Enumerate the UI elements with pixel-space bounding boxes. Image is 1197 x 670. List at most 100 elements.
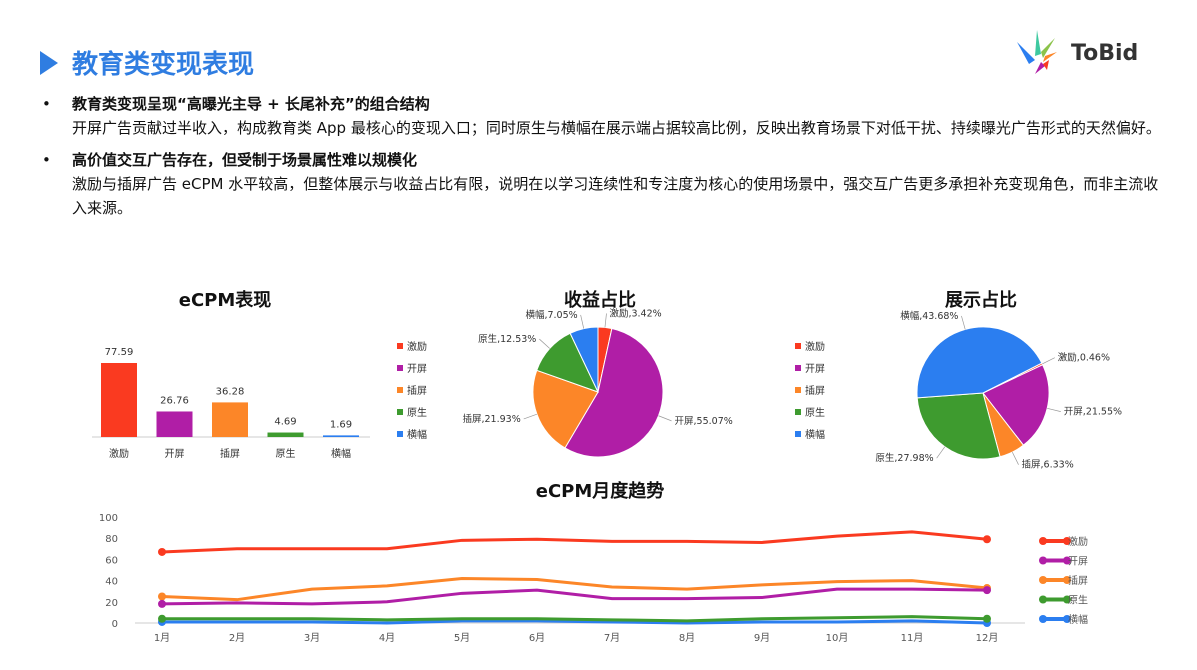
pie-slice-2 [532, 369, 599, 449]
legend-marker [1063, 556, 1071, 565]
x-tick-label: 8月 [679, 632, 695, 644]
line-marker [158, 614, 166, 623]
legend-label: 激励 [407, 340, 427, 353]
pie-slice-1 [564, 327, 664, 458]
bar-data-label: 26.76 [160, 395, 189, 406]
line-marker [983, 586, 991, 595]
pie-data-label: 插屏,21.93% [462, 413, 520, 425]
triangle-icon [40, 50, 58, 75]
pie-data-label: 原生,27.98% [875, 452, 933, 464]
leader-line [1047, 408, 1061, 412]
x-tick-label: 4月 [379, 632, 395, 644]
bar-tick-label: 激励 [109, 447, 129, 460]
x-tick-label: 2月 [229, 632, 245, 644]
bar-tick-label: 横幅 [331, 447, 351, 460]
line-marker [158, 592, 166, 601]
legend-label: 横幅 [407, 428, 427, 441]
legend-label: 开屏 [407, 363, 427, 375]
line-series-开屏 [161, 587, 988, 606]
leader-line [1042, 357, 1055, 365]
pie-data-label: 横幅,43.68% [900, 310, 958, 322]
pie-data-label: 开屏,55.07% [675, 416, 733, 427]
x-tick-label: 6月 [529, 632, 545, 644]
page-title: 教育类变现表现 [40, 44, 254, 81]
legend-marker [1039, 576, 1047, 584]
pie-data-label: 原生,12.53% [478, 333, 536, 345]
leader-line [523, 413, 538, 420]
pie-slice-4 [916, 326, 1043, 399]
bar-tick-label: 开屏 [165, 448, 185, 460]
legend-swatch [795, 365, 801, 371]
line-marker [158, 547, 166, 556]
legend-swatch [795, 431, 801, 437]
x-tick-label: 9月 [754, 632, 770, 644]
legend-marker [1063, 537, 1071, 545]
legend-marker [1039, 556, 1047, 565]
line-series-横幅 [162, 619, 988, 625]
legend-label: 横幅 [1068, 613, 1088, 626]
pie-slice-4 [569, 326, 599, 393]
bar-tick-label: 原生 [276, 447, 296, 460]
bar-data-label: 1.69 [330, 419, 352, 430]
legend-label: 插屏 [805, 384, 825, 397]
legend-label: 开屏 [1068, 556, 1088, 568]
line-series-激励 [161, 530, 988, 554]
pie-data-label: 激励,3.42% [609, 307, 661, 319]
bar-0 [101, 363, 137, 437]
legend-label: 原生 [805, 406, 825, 419]
x-tick-label: 11月 [901, 632, 924, 644]
bar-data-label: 4.69 [274, 417, 296, 428]
bar-1 [156, 411, 193, 437]
bullet-item: 教育类变现呈现“高曝光主导 + 长尾补充”的组合结构开屏广告贡献过半收入，构成教… [42, 92, 1162, 140]
line-marker [983, 535, 991, 544]
line-chart-title: eCPM月度趋势 [535, 481, 665, 502]
bar-data-label: 77.59 [105, 347, 134, 358]
line-marker [983, 614, 991, 623]
leader-line [961, 315, 966, 330]
bar-chart-title: eCPM表现 [178, 290, 272, 311]
legend-swatch [397, 431, 403, 437]
x-tick-label: 12月 [976, 632, 999, 644]
pie-data-label: 插屏,6.33% [1022, 459, 1074, 471]
x-tick-label: 1月 [154, 632, 170, 644]
line-series-原生 [162, 615, 988, 623]
legend-label: 插屏 [407, 384, 427, 397]
y-tick-label: 60 [105, 555, 118, 566]
legend-swatch [397, 365, 403, 371]
legend-label: 激励 [1068, 535, 1088, 548]
y-tick-label: 0 [112, 619, 118, 630]
pie-data-label: 横幅,7.05% [525, 309, 577, 321]
legend-swatch [795, 343, 801, 349]
x-tick-label: 5月 [454, 632, 470, 644]
legend-label: 原生 [1068, 594, 1088, 607]
bar-tick-label: 插屏 [220, 447, 240, 460]
leader-line [580, 314, 585, 329]
pie-data-label: 激励,0.46% [1058, 352, 1110, 364]
legend-swatch [397, 409, 403, 415]
bar-data-label: 36.28 [216, 386, 245, 397]
pie-data-label: 开屏,21.55% [1064, 407, 1122, 418]
legend-swatch [795, 387, 801, 393]
legend-swatch [397, 343, 403, 349]
legend-label: 插屏 [1068, 574, 1088, 587]
leader-line [936, 446, 946, 459]
x-tick-label: 10月 [826, 632, 849, 644]
legend-label: 原生 [407, 406, 427, 419]
bar-3 [267, 432, 304, 437]
legend-marker [1039, 595, 1047, 604]
x-tick-label: 3月 [304, 632, 320, 644]
impression-pie-title: 展示占比 [945, 290, 1017, 311]
bar-2 [212, 402, 248, 437]
legend-label: 开屏 [805, 363, 825, 375]
legend-label: 激励 [805, 340, 825, 353]
legend-label: 横幅 [805, 428, 825, 441]
y-tick-label: 100 [99, 513, 118, 524]
bullet-list: 教育类变现呈现“高曝光主导 + 长尾补充”的组合结构开屏广告贡献过半收入，构成教… [42, 92, 1162, 228]
revenue-pie-title: 收益占比 [564, 290, 636, 311]
legend-swatch [795, 409, 801, 415]
leader-line [658, 415, 672, 422]
leader-line [539, 338, 550, 349]
x-tick-label: 7月 [604, 632, 620, 644]
leader-line [1012, 451, 1019, 465]
